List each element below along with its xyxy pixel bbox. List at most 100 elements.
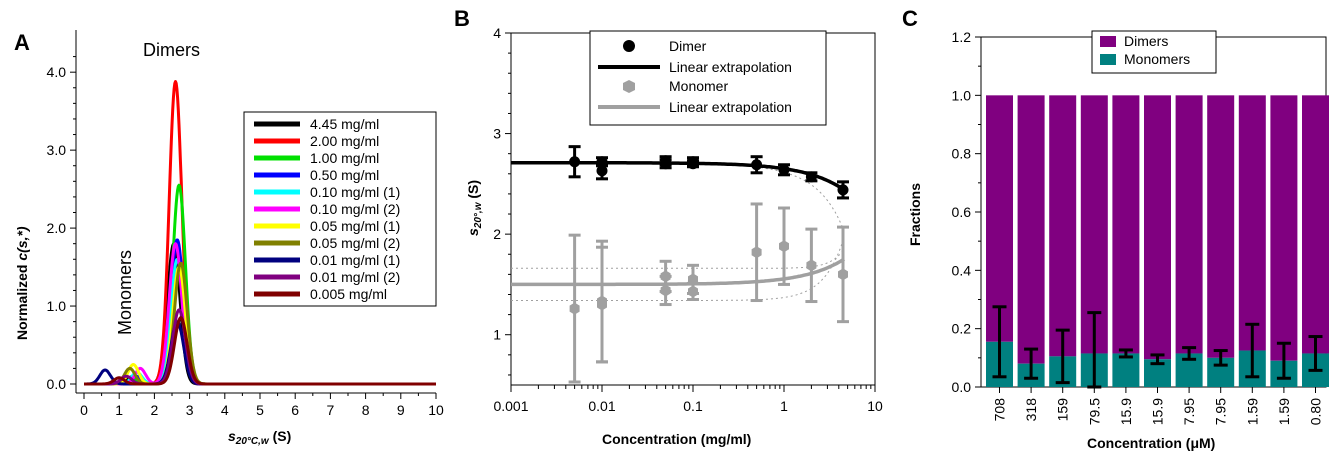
b-monomer-point: [838, 268, 849, 281]
b-legend-dimer-marker: [623, 40, 635, 52]
c-bar-monomers: [1112, 353, 1140, 387]
b-dimer-point: [660, 158, 672, 170]
a-y-tick-label: 3.0: [47, 142, 67, 158]
b-y-tick-label: 4: [493, 25, 501, 41]
b-dimer-point: [751, 159, 763, 171]
b-monomer-point: [569, 302, 580, 315]
b-dimer-point: [596, 165, 608, 177]
c-x-tick-label: 15.9: [1150, 398, 1166, 425]
b-monomer-ci-upper: [511, 248, 845, 269]
c-legend-dimers: Dimers: [1124, 33, 1168, 49]
c-x-axis-label: Concentration (μM): [1087, 435, 1215, 451]
c-y-tick-label: 0.0: [952, 379, 972, 395]
c-bar-dimers: [1175, 95, 1203, 354]
a-y-tick-label: 2.0: [47, 220, 67, 236]
panel-a: A 0 1 2 3 4 5 6 7 8 9 10 0.0 1.0 2.0 3.0 4.0 Dimers Mon…: [14, 30, 444, 447]
a-y-tick-label: 0.0: [47, 376, 67, 392]
c-legend: Dimers Monomers: [1091, 30, 1217, 74]
b-x-tick-label: 1: [780, 398, 788, 414]
b-dimer-ci-upper: [511, 162, 845, 191]
c-bar-dimers: [1270, 95, 1298, 361]
c-y-tick-label: 0.2: [952, 321, 972, 337]
b-x-tick-label: 0.01: [588, 398, 615, 414]
a-x-tick-label: 8: [362, 402, 370, 418]
panel-b: B 0.001 0.01 0.1 1 10 1 2 3 4 Concentration (mg/…: [454, 6, 883, 447]
c-x-tick-label: 7.95: [1213, 398, 1229, 425]
a-annotation-dimers: Dimers: [143, 40, 200, 60]
a-y-tick-label: 1.0: [47, 298, 67, 314]
c-bar-dimers: [1017, 95, 1045, 364]
b-legend-dimer-fit: Linear extrapolation: [669, 59, 792, 75]
c-x-tick-label: 159: [1055, 398, 1071, 422]
b-dimer-ci-lower: [511, 162, 845, 232]
c-y-tick-label: 0.4: [952, 262, 972, 278]
panel-c-plot: 0.0 0.2 0.4 0.6 0.8 1.0 1.2 708 318 159 79.5 15.9 15…: [952, 29, 1329, 425]
a-legend-entry: 0.01 mg/ml (2): [310, 269, 400, 285]
panel-c-label: C: [902, 6, 918, 31]
c-x-tick-label: 708: [992, 398, 1008, 422]
b-y-tick-label: 3: [493, 126, 501, 142]
b-monomer-point: [688, 285, 698, 298]
c-x-tick-label: 1.59: [1244, 398, 1260, 425]
a-annotation-monomers: Monomers: [115, 250, 135, 335]
b-monomer-ci-lower: [511, 237, 845, 301]
a-ylabel-prefix: Normalized: [14, 261, 30, 340]
b-dimer-point: [805, 171, 817, 183]
panel-c: C 0.0 0.2 0.4 0.6 0.8 1.0 1.2 708 318 159 79.5 15.9…: [902, 6, 1329, 451]
b-x-tick-label: 0.1: [683, 398, 703, 414]
a-x-tick-label: 6: [291, 402, 299, 418]
a-x-tick-label: 10: [428, 402, 444, 418]
a-x-tick-label: 1: [115, 402, 123, 418]
c-x-tick-label: 7.95: [1181, 398, 1197, 425]
b-legend: Dimer Linear extrapolation Monomer Linea…: [589, 30, 827, 126]
b-dimer-point: [837, 184, 849, 196]
b-y-tick-label: 1: [493, 327, 501, 343]
a-x-axis-label: s20°C,w (S): [228, 428, 291, 447]
a-x-tick-label: 7: [327, 402, 335, 418]
b-x-tick-label: 0.001: [493, 398, 528, 414]
b-dimer-point: [569, 156, 581, 168]
a-legend-entry: 0.50 mg/ml: [310, 167, 379, 183]
b-monomer-point: [779, 240, 789, 253]
a-legend-entry: 0.05 mg/ml (2): [310, 235, 400, 251]
a-x-tick-label: 4: [221, 402, 229, 418]
a-legend: 4.45 mg/ml2.00 mg/ml1.00 mg/ml0.50 mg/ml…: [243, 111, 437, 307]
a-xlabel-sub: 20°C,w: [235, 436, 270, 447]
b-y-axis-label: s20°,w (S): [465, 180, 484, 236]
c-y-tick-label: 1.0: [952, 87, 972, 103]
c-x-tick-label: 318: [1023, 398, 1039, 422]
a-x-tick-label: 9: [397, 402, 405, 418]
c-x-tick-label: 15.9: [1118, 398, 1134, 425]
b-dimer-fit: [511, 160, 846, 192]
c-x-tick-label: 79.5: [1086, 398, 1102, 425]
a-series-line: [83, 316, 437, 386]
a-legend-entry: 0.10 mg/ml (1): [310, 184, 400, 200]
b-monomer-fit: [511, 257, 846, 287]
c-bar-dimers: [1080, 95, 1108, 354]
a-legend-entry: 0.05 mg/ml (1): [310, 218, 400, 234]
b-x-tick-label: 10: [867, 398, 883, 414]
a-legend-entry: 4.45 mg/ml: [310, 116, 379, 132]
b-legend-monomer-marker: [623, 80, 635, 93]
b-legend-monomer: Monomer: [669, 78, 728, 94]
c-bar-dimers: [1112, 95, 1140, 354]
a-legend-entry: 1.00 mg/ml: [310, 150, 379, 166]
c-legend-monomers-swatch: [1100, 54, 1116, 65]
c-x-tick-label: 1.59: [1276, 398, 1292, 425]
b-monomer-point: [660, 284, 671, 297]
c-y-tick-label: 0.6: [952, 204, 972, 220]
a-ylabel-fn: c(s,*): [14, 226, 30, 261]
panel-b-plot: 0.001 0.01 0.1 1 10 1 2 3 4: [493, 25, 883, 414]
c-legend-dimers-swatch: [1100, 36, 1116, 47]
a-x-tick-label: 5: [256, 402, 264, 418]
b-dimer-point: [596, 156, 608, 168]
a-y-axis-label: Normalized c(s,*): [14, 226, 30, 340]
b-dimer-point: [778, 164, 790, 176]
panel-a-label: A: [14, 30, 30, 55]
b-monomer-point: [806, 259, 817, 272]
a-x-tick-label: 0: [80, 402, 88, 418]
c-y-tick-label: 1.2: [952, 29, 972, 45]
b-y-tick-label: 2: [493, 226, 501, 242]
panel-a-axes: 0 1 2 3 4 5 6 7 8 9 10 0.0 1.0 2.0 3.0 4.0: [47, 30, 444, 418]
